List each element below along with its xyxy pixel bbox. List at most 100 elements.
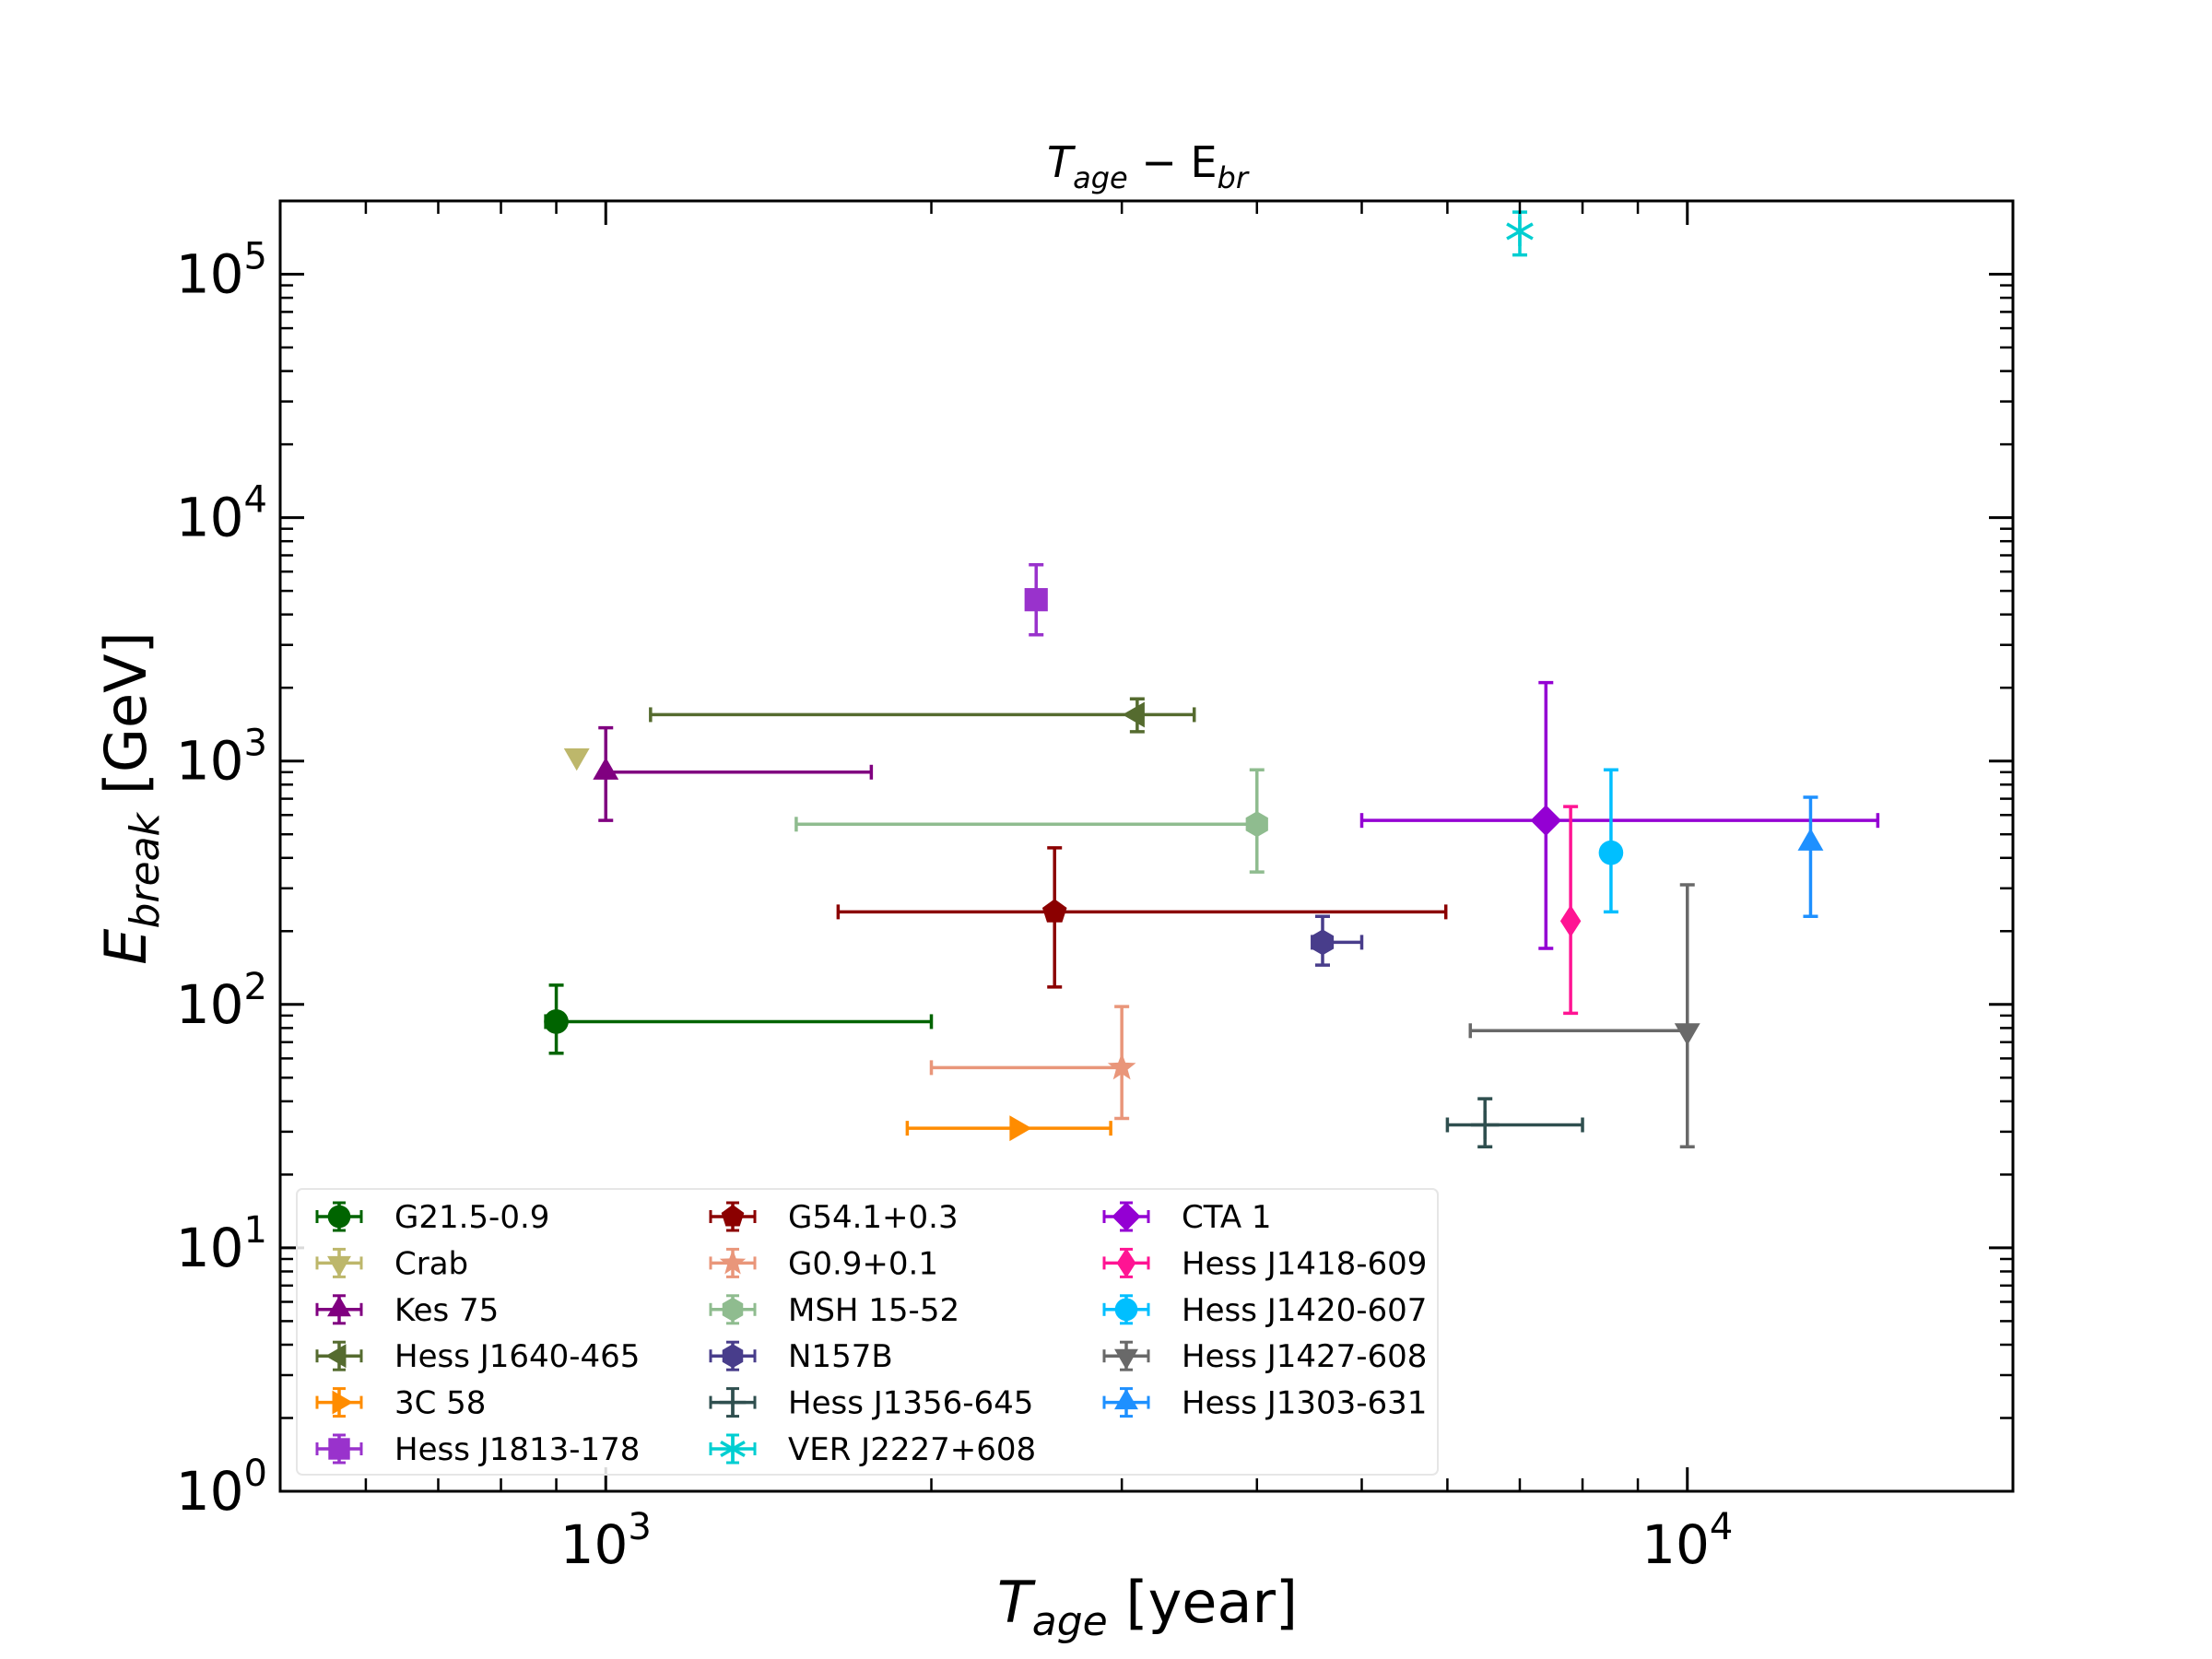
legend-item-g21-5-0-9: G21.5-0.9 — [315, 1199, 549, 1236]
marker-cta-1 — [1530, 805, 1562, 836]
data-point-3c-58 — [905, 1115, 1112, 1142]
marker-kes-75 — [593, 757, 619, 780]
y-tick-label: 101 — [176, 1209, 267, 1279]
legend-marker-crab — [327, 1255, 351, 1277]
legend-marker-3c-58 — [332, 1390, 353, 1415]
plot-area — [544, 210, 1880, 1149]
data-point-hess-j1813-178 — [1024, 563, 1048, 637]
legend-marker-hess-j1420-607 — [1114, 1298, 1138, 1322]
legend-label: Hess J1420-607 — [1182, 1292, 1427, 1329]
marker-g54-1-0-3 — [1041, 899, 1067, 923]
legend-label: Hess J1813-178 — [394, 1431, 640, 1468]
legend-item-hess-j1418-609: Hess J1418-609 — [1102, 1245, 1427, 1282]
legend-label: CTA 1 — [1182, 1199, 1272, 1236]
data-point-crab — [563, 748, 590, 771]
data-point-g0-9-0-1 — [929, 1005, 1136, 1121]
data-point-hess-j1640-465 — [649, 697, 1196, 734]
data-point-msh-15-52 — [794, 768, 1268, 874]
legend-label: G54.1+0.3 — [788, 1199, 959, 1236]
legend-marker-g21-5-0-9 — [327, 1205, 351, 1229]
data-point-hess-j1420-607 — [1598, 768, 1624, 914]
legend-marker-hess-j1356-645 — [719, 1389, 747, 1416]
legend-item-g54-1-0-3: G54.1+0.3 — [709, 1199, 959, 1236]
data-point-hess-j1418-609 — [1559, 805, 1582, 1016]
y-axis-title: Ebreak [GeV] — [92, 631, 169, 964]
legend-item-hess-j1427-608: Hess J1427-608 — [1102, 1338, 1427, 1375]
legend-item-kes-75: Kes 75 — [315, 1292, 499, 1329]
data-point-kes-75 — [593, 725, 874, 822]
data-point-hess-j1303-631 — [1797, 795, 1824, 919]
major-ticks: 103 104 100 101 102 103 104 105 — [176, 201, 2013, 1576]
marker-crab — [563, 748, 590, 771]
legend-label: Hess J1427-608 — [1182, 1338, 1427, 1375]
legend-marker-g0-9-0-1 — [719, 1249, 747, 1275]
data-point-cta-1 — [1359, 680, 1880, 950]
legend-item-hess-j1303-631: Hess J1303-631 — [1102, 1385, 1427, 1422]
legend-marker-hess-j1427-608 — [1114, 1348, 1138, 1371]
legend-label: VER J2227+608 — [788, 1431, 1036, 1468]
legend-label: Hess J1418-609 — [1182, 1245, 1427, 1282]
legend-marker-g54-1-0-3 — [721, 1205, 745, 1227]
y-tick-label: 103 — [176, 723, 267, 793]
legend-item-n157b: N157B — [709, 1338, 893, 1375]
legend-marker-hess-j1813-178 — [328, 1438, 350, 1460]
legend-box — [296, 1188, 1439, 1476]
data-point-g54-1-0-3 — [836, 846, 1448, 989]
legend-item-msh-15-52: MSH 15-52 — [709, 1292, 959, 1329]
plot-frame — [278, 199, 2015, 1493]
legend-item-hess-j1356-645: Hess J1356-645 — [709, 1385, 1033, 1422]
y-tick-label: 102 — [176, 966, 267, 1036]
data-point-n157b — [1311, 914, 1364, 967]
legend: G21.5-0.9 Crab Kes 75 Hess J1640-465 3C 58 He… — [296, 1188, 1439, 1476]
legend-label: MSH 15-52 — [788, 1292, 959, 1329]
legend-label: N157B — [788, 1338, 893, 1375]
legend-marker-msh-15-52 — [722, 1297, 744, 1322]
data-point-ver-j2227-608 — [1506, 210, 1534, 257]
legend-item-3c-58: 3C 58 — [315, 1385, 486, 1422]
marker-hess-j1418-609 — [1559, 904, 1582, 937]
marker-g21-5-0-9 — [544, 1009, 569, 1034]
x-tick-label: 104 — [1641, 1506, 1733, 1576]
legend-label: Crab — [394, 1245, 468, 1282]
marker-g0-9-0-1 — [1107, 1053, 1136, 1080]
marker-hess-j1813-178 — [1024, 588, 1048, 612]
legend-label: Hess J1303-631 — [1182, 1385, 1427, 1422]
marker-hess-j1640-465 — [1122, 701, 1145, 728]
legend-item-hess-j1813-178: Hess J1813-178 — [315, 1431, 640, 1468]
data-point-g21-5-0-9 — [544, 983, 934, 1055]
legend-item-hess-j1420-607: Hess J1420-607 — [1102, 1292, 1427, 1329]
legend-marker-ver-j2227-608 — [720, 1435, 746, 1463]
y-tick-label: 104 — [176, 479, 267, 549]
legend-item-crab: Crab — [315, 1245, 468, 1282]
legend-marker-kes-75 — [327, 1295, 351, 1317]
minor-ticks — [278, 199, 2015, 1491]
marker-hess-j1356-645 — [1470, 1111, 1500, 1139]
legend-label: Kes 75 — [394, 1292, 499, 1329]
x-tick-label: 103 — [560, 1506, 652, 1576]
marker-hess-j1420-607 — [1598, 840, 1624, 865]
marker-ver-j2227-608 — [1506, 216, 1534, 247]
legend-marker-n157b — [722, 1344, 744, 1369]
legend-label: Hess J1640-465 — [394, 1338, 640, 1375]
x-axis-title: Tage [year] — [997, 1569, 1298, 1645]
legend-item-hess-j1640-465: Hess J1640-465 — [315, 1338, 640, 1375]
marker-n157b — [1311, 929, 1335, 956]
y-tick-label: 100 — [176, 1453, 267, 1523]
legend-label: G21.5-0.9 — [394, 1199, 549, 1236]
marker-hess-j1303-631 — [1797, 828, 1824, 851]
data-point-hess-j1427-608 — [1468, 883, 1700, 1149]
marker-hess-j1427-608 — [1674, 1023, 1700, 1046]
marker-msh-15-52 — [1245, 811, 1268, 838]
marker-3c-58 — [1009, 1115, 1032, 1142]
legend-item-ver-j2227-608: VER J2227+608 — [709, 1431, 1036, 1468]
y-tick-label: 105 — [176, 236, 267, 306]
legend-marker-hess-j1303-631 — [1114, 1388, 1138, 1410]
legend-item-g0-9-0-1: G0.9+0.1 — [709, 1245, 938, 1282]
legend-label: 3C 58 — [394, 1385, 486, 1422]
data-point-hess-j1356-645 — [1445, 1097, 1584, 1149]
legend-label: G0.9+0.1 — [788, 1245, 938, 1282]
chart-title: Tage − Ebr — [1047, 137, 1250, 195]
legend-marker-hess-j1640-465 — [325, 1344, 347, 1369]
legend-marker-hess-j1418-609 — [1116, 1248, 1136, 1278]
